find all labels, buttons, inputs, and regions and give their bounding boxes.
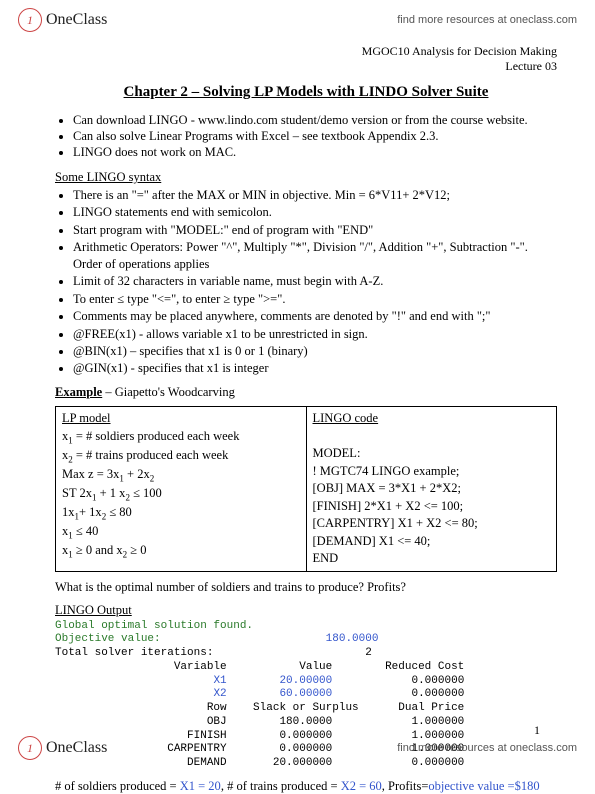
list-item: Comments may be placed anywhere, comment…	[73, 308, 557, 325]
list-item: Arithmetic Operators: Power "^", Multipl…	[73, 239, 557, 273]
text: + 2x	[124, 467, 150, 481]
text: = # trains produced each week	[73, 448, 229, 462]
subscript: 2	[150, 473, 155, 483]
lecture-number: Lecture 03	[55, 59, 557, 74]
output-val: 60.00000	[279, 688, 332, 700]
logo: 1 OneClass	[18, 736, 107, 760]
output-row: OBJ 180.0000 1.000000	[207, 716, 464, 728]
find-resources-link[interactable]: find more resources at oneclass.com	[397, 14, 577, 26]
output-header: Row Slack or Surplus Dual Price	[207, 702, 464, 714]
list-item: Limit of 32 characters in variable name,…	[73, 273, 557, 290]
brand-name: OneClass	[46, 739, 107, 757]
code-line: ! MGTC74 LINGO example;	[313, 463, 551, 481]
brand-name: OneClass	[46, 11, 107, 29]
question-text: What is the optimal number of soldiers a…	[55, 580, 557, 595]
text: ≥ 0	[127, 543, 146, 557]
intro-list: Can download LINGO - www.lindo.com stude…	[55, 113, 557, 160]
text: , Profits=	[382, 779, 429, 793]
chapter-title: Chapter 2 – Solving LP Models with LINDO…	[55, 84, 557, 101]
output-val: 0.000000	[411, 688, 464, 700]
text: 1x	[62, 505, 75, 519]
logo-icon: 1	[18, 736, 42, 760]
output-header: Variable Value Reduced Cost	[174, 661, 464, 673]
code-line: [DEMAND] X1 <= 40;	[313, 533, 551, 551]
output-value: 2	[365, 647, 372, 659]
text: = # soldiers produced each week	[73, 429, 240, 443]
lp-model-heading: LP model	[62, 411, 111, 425]
list-item: @GIN(x1) - specifies that x1 is integer	[73, 360, 557, 377]
result-profit: =$180	[504, 779, 539, 793]
lingo-code: LINGO code MODEL: ! MGTC74 LINGO example…	[307, 407, 557, 571]
lingo-code-heading: LINGO code	[313, 411, 379, 425]
result-x2: X2 = 60	[341, 779, 382, 793]
list-item: To enter ≤ type "<=", to enter ≥ type ">…	[73, 291, 557, 308]
summary-line: # of soldiers produced = X1 = 20, # of t…	[55, 779, 557, 794]
list-item: There is an "=" after the MAX or MIN in …	[73, 187, 557, 204]
output-line: Objective value:	[55, 633, 161, 645]
example-name: – Giapetto's Woodcarving	[102, 385, 235, 399]
output-line: Total solver iterations:	[55, 647, 213, 659]
syntax-list: There is an "=" after the MAX or MIN in …	[55, 187, 557, 377]
text: ≤ 40	[73, 524, 99, 538]
output-heading: LINGO Output	[55, 603, 557, 618]
example-heading: Example – Giapetto's Woodcarving	[55, 385, 557, 400]
result-objective: objective value	[428, 779, 504, 793]
text: + 1 x	[97, 486, 126, 500]
doc-header: MGOC10 Analysis for Decision Making Lect…	[55, 44, 557, 74]
text: ≤ 80	[106, 505, 132, 519]
code-line: [FINISH] 2*X1 + X2 <= 100;	[313, 498, 551, 516]
list-item: @BIN(x1) – specifies that x1 is 0 or 1 (…	[73, 343, 557, 360]
output-val: 20.00000	[279, 675, 332, 687]
text: Max z = 3x	[62, 467, 119, 481]
text: ST 2x	[62, 486, 92, 500]
course-title: MGOC10 Analysis for Decision Making	[55, 44, 557, 59]
list-item: @FREE(x1) - allows variable x1 to be unr…	[73, 326, 557, 343]
list-item: LINGO does not work on MAC.	[73, 145, 557, 160]
objective-value: 180.0000	[326, 633, 379, 645]
top-bar: 1 OneClass find more resources at onecla…	[0, 0, 595, 34]
output-var: X1	[213, 675, 226, 687]
logo-icon: 1	[18, 8, 42, 32]
logo: 1 OneClass	[18, 8, 107, 32]
result-x1: X1 = 20	[180, 779, 221, 793]
code-line: [OBJ] MAX = 3*X1 + 2*X2;	[313, 480, 551, 498]
text: , # of trains produced =	[221, 779, 341, 793]
output-val: 0.000000	[411, 675, 464, 687]
list-item: Can also solve Linear Programs with Exce…	[73, 129, 557, 144]
output-line: Global optimal solution found.	[55, 620, 253, 632]
lp-model: LP model x1 = # soldiers produced each w…	[56, 407, 307, 571]
code-line: [CARPENTRY] X1 + X2 <= 80;	[313, 515, 551, 533]
code-line: MODEL:	[313, 445, 551, 463]
code-line: END	[313, 550, 551, 568]
output-var: X2	[213, 688, 226, 700]
text: # of soldiers produced =	[55, 779, 180, 793]
text: ≤ 100	[130, 486, 162, 500]
find-resources-link[interactable]: find more resources at oneclass.com	[397, 742, 577, 754]
text: + 1x	[79, 505, 102, 519]
example-label: Example	[55, 385, 102, 399]
bottom-bar: 1 OneClass find more resources at onecla…	[0, 732, 595, 770]
syntax-heading: Some LINGO syntax	[55, 170, 557, 185]
text: ≥ 0 and x	[73, 543, 123, 557]
list-item: Can download LINGO - www.lindo.com stude…	[73, 113, 557, 128]
list-item: Start program with "MODEL:" end of progr…	[73, 222, 557, 239]
list-item: LINGO statements end with semicolon.	[73, 204, 557, 221]
model-box: LP model x1 = # soldiers produced each w…	[55, 406, 557, 572]
page: 1 OneClass find more resources at onecla…	[0, 0, 595, 770]
